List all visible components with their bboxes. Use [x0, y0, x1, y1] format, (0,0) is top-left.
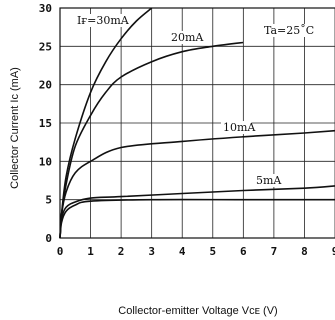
label-10ma: 10mA [223, 121, 256, 134]
y-tick-label: 20 [39, 79, 52, 92]
x-tick-label: 4 [179, 245, 186, 258]
label-ib-30ma: Iғ=30mA [77, 14, 130, 27]
x-tick-label: 7 [271, 245, 278, 258]
x-tick-label: 2 [118, 245, 125, 258]
y-axis-label: Collector Current Ic (mA) [9, 67, 21, 189]
x-tick-label: 9 [332, 245, 335, 258]
x-tick-label: 3 [148, 245, 155, 258]
y-tick-label: 10 [39, 155, 52, 168]
label-5ma-bg [254, 174, 278, 187]
curve-5mA [59, 185, 335, 239]
label-20ma-bg [169, 31, 200, 44]
label-20ma: 20mA [171, 31, 204, 44]
x-tick-label: 1 [87, 245, 94, 258]
label-5ma: 5mA [256, 174, 282, 187]
annotations: Iғ=30mA 20mA 10mA 5mA Ta=25˚C [75, 14, 314, 187]
x-tick-label: 8 [301, 245, 308, 258]
x-tick-label: 6 [240, 245, 247, 258]
curve-10mA [59, 129, 335, 239]
y-tick-label: 15 [39, 117, 52, 130]
curves [59, 7, 335, 239]
y-tick-label: 5 [45, 194, 52, 207]
x-tick-labels: 0 1 2 3 4 5 6 7 8 9 [57, 245, 335, 258]
label-ta-bg [262, 24, 313, 37]
x-axis-label: Collector-emitter Voltage Vᴄᴇ (V) [118, 305, 277, 317]
y-tick-label: 25 [39, 40, 52, 53]
plot-frame [59, 7, 335, 239]
label-ta: Ta=25˚C [264, 24, 314, 37]
x-tick-label: 0 [57, 245, 64, 258]
label-ib-30ma-bg [75, 14, 126, 27]
x-tick-label: 5 [209, 245, 216, 258]
y-tick-label: 30 [39, 2, 52, 15]
y-tick-labels: 0 5 10 15 20 25 30 [39, 2, 52, 245]
y-tick-label: 0 [45, 232, 52, 245]
curve-20mA [59, 41, 244, 239]
label-10ma-bg [221, 121, 252, 134]
curve-base [59, 198, 335, 239]
